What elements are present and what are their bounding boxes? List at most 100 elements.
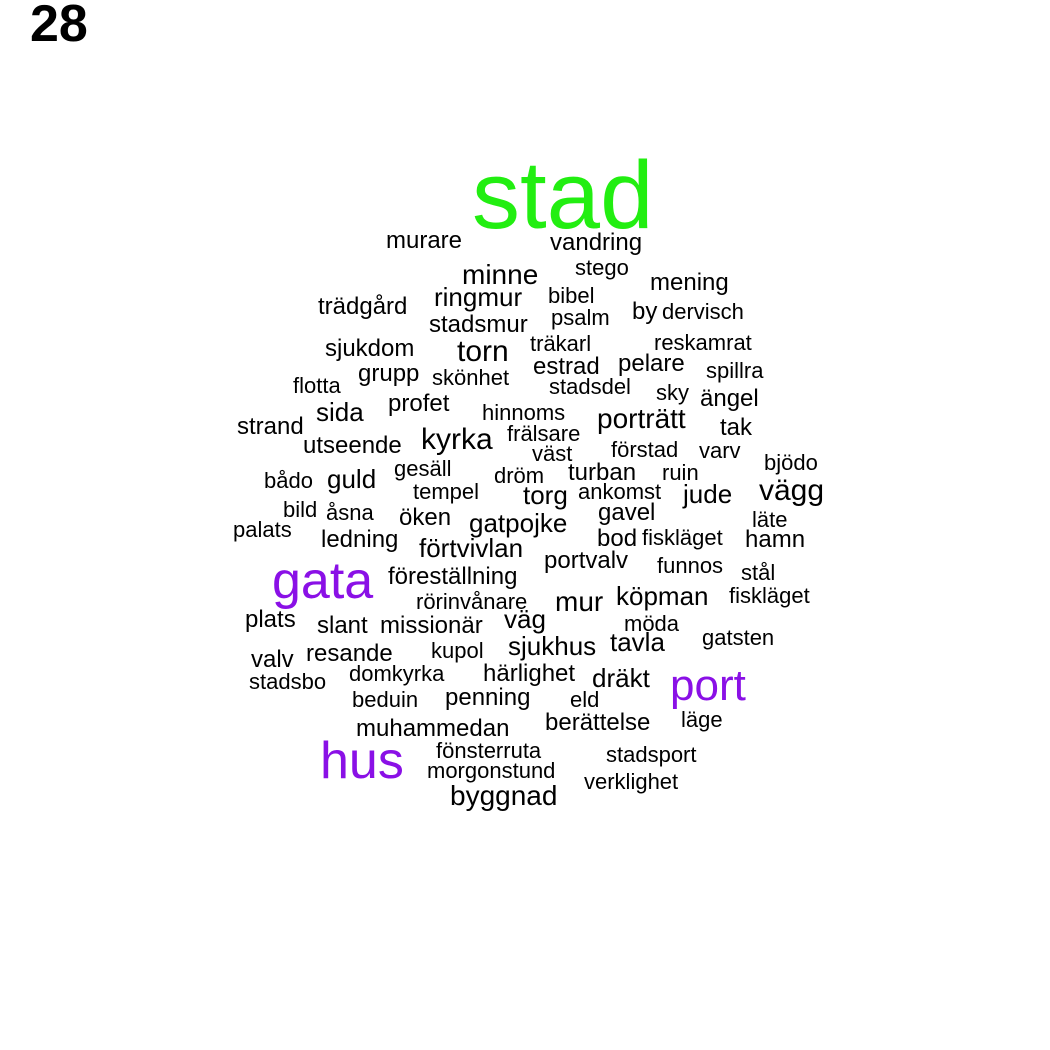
cloud-word: jude [682, 479, 732, 509]
cloud-word: gata [272, 552, 373, 610]
cloud-word: beduin [352, 687, 418, 712]
cloud-word: murare [386, 227, 462, 254]
cloud-word: sky [656, 380, 689, 405]
cloud-word: stego [575, 255, 629, 280]
cloud-word: vandring [550, 229, 642, 256]
cloud-word: ängel [700, 385, 759, 412]
page-number: 28 [30, 0, 88, 53]
cloud-word: minne [462, 259, 538, 290]
cloud-word: varv [699, 438, 741, 463]
cloud-word: träkarl [530, 331, 591, 356]
cloud-word: plats [245, 606, 296, 633]
cloud-word: föreställning [388, 563, 517, 590]
cloud-word: flotta [293, 373, 341, 398]
cloud-word: vägg [759, 474, 824, 507]
cloud-word: slant [317, 612, 368, 639]
cloud-word: by [632, 298, 657, 325]
cloud-word: muhammedan [356, 715, 509, 742]
cloud-word: hus [320, 732, 404, 790]
cloud-word: turban [568, 459, 636, 486]
cloud-word: förstad [611, 437, 678, 462]
cloud-word: strand [237, 413, 304, 440]
cloud-word: skönhet [432, 365, 509, 390]
cloud-word: funnos [657, 553, 723, 578]
cloud-word: pelare [618, 350, 685, 377]
cloud-word: förtvivlan [419, 533, 523, 563]
cloud-word: tempel [413, 479, 479, 504]
cloud-word: läte [752, 507, 787, 532]
cloud-word: berättelse [545, 709, 650, 736]
cloud-word: sjukhus [508, 631, 596, 661]
cloud-word: stål [741, 560, 775, 585]
cloud-word: profet [388, 390, 450, 417]
cloud-word: guld [327, 464, 376, 494]
cloud-word: spillra [706, 358, 764, 383]
cloud-word: domkyrka [349, 661, 445, 686]
cloud-word: gatpojke [469, 508, 567, 538]
cloud-word: ringmur [434, 282, 522, 312]
cloud-word: ruin [662, 460, 699, 485]
cloud-word: fiskläget [642, 525, 723, 550]
cloud-word: gesäll [394, 456, 451, 481]
cloud-word: eld [570, 687, 599, 712]
cloud-word: torn [457, 335, 509, 368]
cloud-word: stad [472, 142, 653, 249]
cloud-word: mening [650, 269, 729, 296]
cloud-word: frälsare [507, 421, 580, 446]
cloud-word: fiskläget [729, 583, 810, 608]
cloud-word: bådo [264, 468, 313, 493]
cloud-word: hamn [745, 526, 805, 553]
cloud-word: stadsbo [249, 669, 326, 694]
cloud-word: porträtt [597, 403, 686, 434]
cloud-word: dröm [494, 463, 544, 488]
cloud-word: port [670, 661, 746, 710]
cloud-word: väg [504, 604, 546, 634]
cloud-word: grupp [358, 360, 419, 387]
cloud-word: bild [283, 497, 317, 522]
cloud-word: fönsterruta [436, 738, 542, 763]
cloud-word: estrad [533, 353, 600, 380]
cloud-word: psalm [551, 305, 610, 330]
cloud-word: köpman [616, 581, 709, 611]
cloud-word: byggnad [450, 780, 557, 811]
cloud-word: härlighet [483, 660, 575, 687]
cloud-word: dervisch [662, 299, 744, 324]
cloud-word: gavel [598, 499, 655, 526]
cloud-word: trädgård [318, 293, 407, 320]
cloud-word: stadsmur [429, 311, 528, 338]
cloud-word: tak [720, 414, 753, 441]
cloud-word: bibel [548, 283, 594, 308]
cloud-word: ledning [321, 526, 398, 553]
cloud-word: penning [445, 684, 530, 711]
cloud-word: sida [316, 397, 364, 427]
cloud-word: palats [233, 517, 292, 542]
cloud-word: resande [306, 640, 393, 667]
cloud-word: ankomst [578, 479, 661, 504]
cloud-word: utseende [303, 432, 402, 459]
cloud-word: läge [681, 707, 723, 732]
cloud-word: bjödo [764, 450, 818, 475]
cloud-word: kupol [431, 638, 484, 663]
cloud-word: åsna [326, 500, 374, 525]
cloud-word: mur [555, 586, 603, 617]
cloud-word: rörinvånare [416, 589, 527, 614]
cloud-word: portvalv [544, 547, 628, 574]
cloud-word: väst [532, 441, 572, 466]
cloud-word: öken [399, 504, 451, 531]
cloud-word: stadsport [606, 742, 697, 767]
cloud-word: torg [523, 480, 568, 510]
cloud-word: hinnoms [482, 400, 565, 425]
cloud-word: verklighet [584, 769, 678, 794]
cloud-word: sjukdom [325, 335, 414, 362]
cloud-word: morgonstund [427, 758, 555, 783]
cloud-word: tavla [610, 627, 665, 657]
cloud-word: möda [624, 611, 680, 636]
cloud-word: missionär [380, 612, 483, 639]
cloud-word: gatsten [702, 625, 774, 650]
cloud-word: valv [251, 646, 294, 673]
cloud-word: kyrka [421, 423, 493, 456]
cloud-word: stadsdel [549, 374, 631, 399]
cloud-word: reskamrat [654, 330, 752, 355]
cloud-word: bod [597, 525, 637, 552]
